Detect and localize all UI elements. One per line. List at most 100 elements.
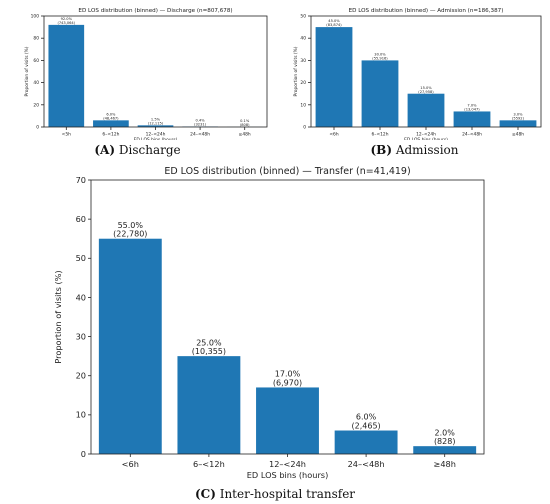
caption-discharge: (A) Discharge <box>0 143 275 157</box>
x-tick-label: <5h <box>62 131 71 137</box>
bar-count-label: (828) <box>434 437 456 446</box>
bar <box>315 27 353 128</box>
x-tick-label: 6–<12h <box>371 131 388 137</box>
bar-value-label: 7.0% <box>467 104 477 108</box>
y-tick-label: 100 <box>31 14 40 20</box>
bar-count-label: (12,115) <box>148 121 164 125</box>
bar <box>137 125 174 127</box>
bar-count-label: (27,958) <box>418 90 434 94</box>
caption-letter: (C) <box>194 487 216 501</box>
y-tick-label: 60 <box>33 58 39 64</box>
bar <box>93 120 129 127</box>
bar-value-label: 0.4% <box>196 119 206 123</box>
x-tick-label: 12–<24h <box>146 131 166 137</box>
y-axis-label: Proportion of visits (%) <box>53 270 63 363</box>
chart-title: ED LOS distribution (binned) — Discharge… <box>78 8 232 14</box>
x-tick-label: ≥48h <box>433 459 455 469</box>
y-tick-label: 10 <box>76 410 86 420</box>
chart-transfer: ED LOS distribution (binned) — Transfer … <box>53 166 485 480</box>
caption-text: Inter-hospital transfer <box>219 487 356 501</box>
bar <box>98 238 162 454</box>
bar-value-label: 30.0% <box>374 53 386 57</box>
caption-letter: (B) <box>370 143 393 157</box>
x-tick-label: 24–<48h <box>462 131 482 137</box>
y-tick-label: 0 <box>303 125 306 131</box>
y-tick-label: 30 <box>300 58 306 64</box>
y-tick-label: 0 <box>81 449 86 459</box>
plot-frame <box>43 15 268 128</box>
caption-admission: (B) Admission <box>279 143 550 157</box>
x-tick-label: 24–<48h <box>190 131 210 137</box>
x-axis-label: ED LOS bins (hours) <box>404 137 448 140</box>
bar-count-label: (55,916) <box>372 57 388 61</box>
bar <box>177 356 241 454</box>
x-tick-label: 12–<24h <box>269 459 306 469</box>
y-tick-label: 40 <box>76 292 86 302</box>
y-tick-label: 80 <box>33 36 39 42</box>
bar-value-label: 2.0% <box>435 428 456 437</box>
caption-text: Discharge <box>118 143 181 157</box>
x-tick-label: 6–<12h <box>193 459 225 469</box>
bar-value-label: 6.0% <box>106 112 116 116</box>
caption-transfer: (C) Inter-hospital transfer <box>0 487 550 501</box>
bar <box>407 93 445 127</box>
bar-value-label: 45.0% <box>328 19 340 23</box>
bar-value-label: 17.0% <box>275 370 301 379</box>
bar-value-label: 3.0% <box>513 112 523 116</box>
y-tick-label: 20 <box>33 102 39 108</box>
bar-value-label: 25.0% <box>196 338 222 347</box>
caption-letter: (A) <box>94 143 116 157</box>
y-axis-label: Proportion of visits (%) <box>293 46 299 96</box>
bar-value-label: 15.0% <box>420 86 432 90</box>
x-tick-label: 24–<48h <box>348 459 385 469</box>
bar-value-label: 1.5% <box>151 117 161 121</box>
bar <box>499 120 537 127</box>
bar-count-label: (3231) <box>194 123 207 127</box>
bar-count-label: (743,064) <box>57 21 75 25</box>
y-axis-label: Proportion of visits (%) <box>24 46 30 96</box>
x-axis-label: ED LOS bins (hours) <box>134 137 178 140</box>
bar-count-label: (83,874) <box>326 23 342 27</box>
x-tick-label: 12–<24h <box>416 131 436 137</box>
x-tick-label: ≥48h <box>512 131 524 137</box>
bar <box>256 387 319 454</box>
y-tick-label: 40 <box>33 80 39 86</box>
y-tick-label: 0 <box>36 125 39 131</box>
bar-count-label: (6,970) <box>273 378 302 387</box>
bar-count-label: (2,465) <box>352 422 381 431</box>
y-tick-label: 70 <box>76 175 86 185</box>
x-axis-label: ED LOS bins (hours) <box>247 470 329 480</box>
bar-value-label: 0.1% <box>240 119 250 123</box>
bar <box>361 60 399 127</box>
bar-value-label: 55.0% <box>118 221 144 230</box>
y-tick-label: 50 <box>76 253 86 263</box>
caption-text: Admission <box>395 143 459 157</box>
bar-count-label: (5592) <box>512 116 525 120</box>
bar-count-label: (808) <box>240 123 250 127</box>
bar <box>413 446 477 454</box>
bar-count-label: (10,355) <box>192 347 226 356</box>
plot-frame <box>90 179 485 455</box>
bar-count-label: (13,047) <box>464 108 480 112</box>
y-tick-label: 20 <box>300 80 306 86</box>
x-tick-label: <6h <box>122 459 139 469</box>
bar <box>453 111 491 127</box>
y-tick-label: 20 <box>76 371 86 381</box>
bar-count-label: (48,467) <box>103 116 119 120</box>
y-tick-label: 50 <box>300 14 306 20</box>
x-tick-label: ≥48h <box>239 131 251 137</box>
y-tick-label: 40 <box>300 36 306 42</box>
bar-value-label: 92.0% <box>61 17 73 21</box>
plot-frame <box>310 15 542 128</box>
x-tick-label: 6–<12h <box>102 131 119 137</box>
bar-value-label: 6.0% <box>356 413 377 422</box>
chart-admission: ED LOS distribution (binned) — Admission… <box>293 8 542 140</box>
y-tick-label: 10 <box>300 102 306 108</box>
chart-title: ED LOS distribution (binned) — Admission… <box>349 8 504 14</box>
chart-title: ED LOS distribution (binned) — Transfer … <box>164 166 410 177</box>
bar <box>48 24 85 128</box>
y-tick-label: 30 <box>76 331 86 341</box>
chart-discharge: ED LOS distribution (binned) — Discharge… <box>24 8 268 140</box>
x-tick-label: <6h <box>329 131 338 137</box>
bar-count-label: (22,780) <box>113 230 147 239</box>
